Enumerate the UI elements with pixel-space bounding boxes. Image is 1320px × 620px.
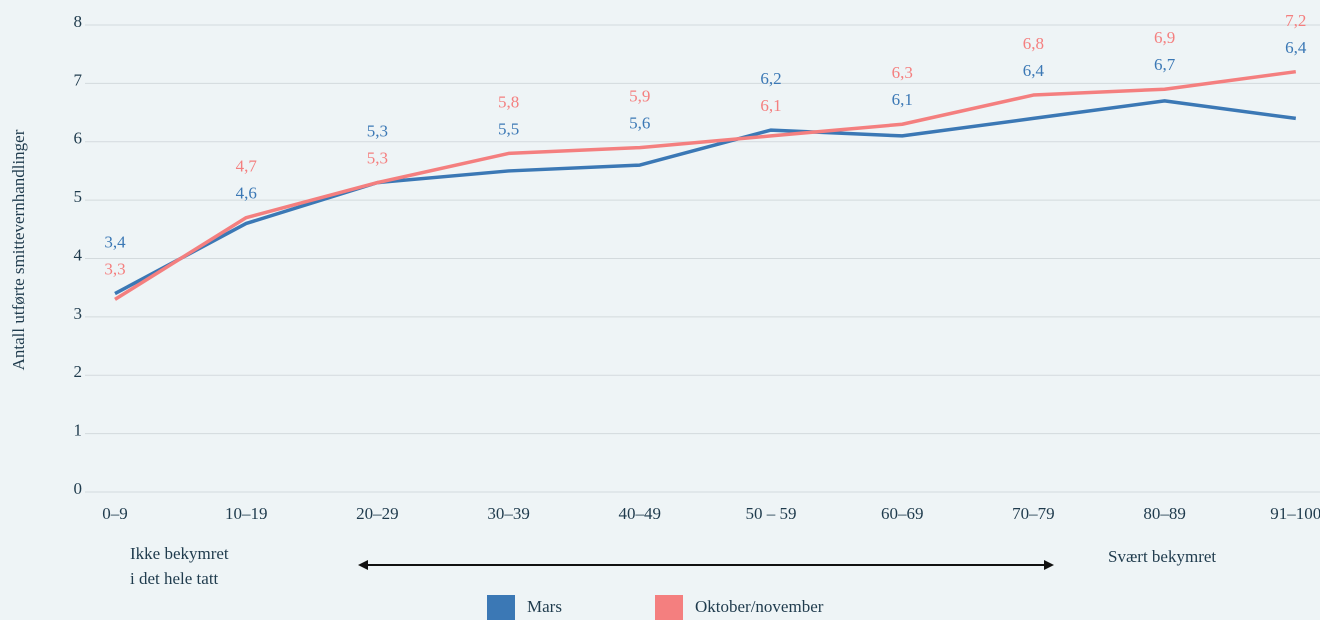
y-tick-label: 3 (74, 304, 83, 323)
x-tick-label: 70–79 (1012, 504, 1055, 523)
x-tick-label: 50 – 59 (746, 504, 797, 523)
x-tick-label: 10–19 (225, 504, 268, 523)
y-tick-label: 1 (74, 421, 83, 440)
x-tick-label: 60–69 (881, 504, 924, 523)
data-label: 4,7 (236, 157, 258, 176)
legend-swatch (655, 595, 683, 620)
y-tick-label: 6 (74, 129, 83, 148)
y-tick-label: 4 (74, 245, 83, 264)
y-tick-label: 7 (74, 70, 83, 89)
data-label: 6,7 (1154, 55, 1176, 74)
data-label: 4,6 (236, 184, 257, 203)
data-label: 6,3 (892, 63, 913, 82)
x-tick-label: 20–29 (356, 504, 399, 523)
y-tick-label: 5 (74, 187, 83, 206)
line (114, 69, 1297, 301)
data-label: 7,2 (1285, 11, 1306, 30)
data-label: 6,1 (760, 96, 781, 115)
data-label: 6,9 (1154, 28, 1175, 47)
data-label: 5,3 (367, 122, 388, 141)
data-label: 3,3 (104, 259, 125, 278)
y-tick-label: 2 (74, 362, 83, 381)
annotation: Ikke bekymret (130, 544, 229, 563)
y-tick-label: 0 (74, 479, 83, 498)
data-label: 6,2 (760, 69, 781, 88)
data-label: 5,8 (498, 92, 519, 111)
data-label: 6,4 (1285, 38, 1307, 57)
annotation: Svært bekymret (1108, 547, 1216, 566)
x-tick-label: 80–89 (1143, 504, 1186, 523)
x-tick-label: 91–100 (1270, 504, 1320, 523)
range-arrow (358, 560, 1054, 570)
annotation: i det hele tatt (130, 569, 219, 588)
x-tick-label: 40–49 (619, 504, 662, 523)
data-label: 6,8 (1023, 34, 1044, 53)
y-axis-label: Antall utførte smittevernhandlinger (9, 129, 28, 370)
line (114, 99, 1297, 296)
data-label: 3,4 (104, 232, 126, 251)
data-label: 5,6 (629, 113, 650, 132)
data-label: 5,5 (498, 119, 519, 138)
legend-swatch (487, 595, 515, 620)
data-label: 6,4 (1023, 61, 1045, 80)
legend-label: Mars (527, 597, 562, 616)
legend-label: Oktober/november (695, 597, 824, 616)
x-tick-label: 0–9 (102, 504, 128, 523)
data-label: 6,1 (892, 90, 913, 109)
data-label: 5,3 (367, 149, 388, 168)
y-tick-label: 8 (74, 12, 83, 31)
x-tick-label: 30–39 (487, 504, 530, 523)
data-label: 5,9 (629, 86, 650, 105)
